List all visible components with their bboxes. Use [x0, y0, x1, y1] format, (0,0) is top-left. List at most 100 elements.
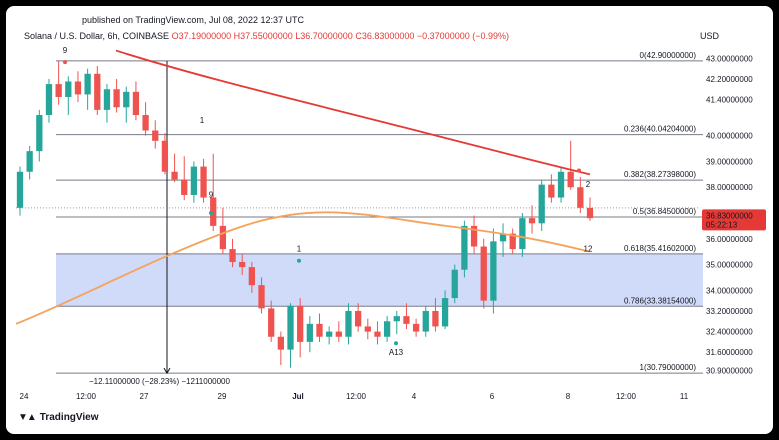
time-axis-label: 11 — [680, 392, 689, 401]
slow-moving-average — [115, 49, 591, 176]
price-axis-label: 39.00000000 — [706, 157, 753, 166]
time-axis-label: 27 — [140, 392, 149, 401]
candle-body — [548, 184, 555, 198]
signal-dot-icon — [209, 211, 213, 215]
candle-body — [248, 267, 256, 286]
candle-body — [480, 246, 487, 301]
candle-body — [316, 323, 323, 337]
candle-body — [557, 171, 565, 198]
candle-body — [490, 241, 497, 301]
time-axis-label: 12:00 — [76, 392, 97, 401]
measure-label: −12.11000000 (−28.23%) −1211000000 — [89, 377, 230, 386]
time-axis-label: 12:00 — [346, 392, 367, 401]
fast-moving-average — [15, 211, 591, 325]
candle-body — [577, 187, 584, 208]
signal-marker-label: 9 — [63, 46, 68, 55]
signal-marker-label: A13 — [389, 348, 404, 357]
candle-body — [103, 89, 111, 110]
published-note: published on TradingView.com, Jul 08, 20… — [82, 15, 304, 25]
candle-body — [364, 326, 371, 332]
candle-body — [258, 285, 265, 309]
candle-body — [142, 115, 149, 131]
symbol-name: Solana / U.S. Dollar, 6h, COINBASE — [24, 31, 170, 41]
candle-body — [94, 73, 101, 110]
candle-body — [200, 166, 207, 198]
candle-body — [326, 331, 333, 337]
fib-zone — [56, 253, 703, 307]
signal-dot-icon — [63, 60, 67, 65]
candle-body — [451, 269, 458, 299]
price-chart[interactable]: 0(42.90000000) 0.236(40.04204000) 0.382(38… — [6, 6, 773, 434]
candle-body — [74, 81, 82, 95]
ohlc-change: −0.37000000 (−0.99%) — [416, 31, 509, 41]
candle-body — [171, 171, 178, 180]
candle-body — [441, 298, 449, 327]
candle-body — [239, 261, 246, 268]
candle-body — [210, 197, 217, 226]
candle-body — [354, 310, 362, 327]
tradingview-logo: ▼▲ TradingView — [18, 412, 99, 423]
candle-body — [219, 225, 227, 250]
fib-label: 0.5(36.84500000) — [633, 207, 697, 216]
signal-dot-icon — [297, 258, 301, 263]
candle-body — [277, 336, 284, 350]
price-axis-label: 30.90000000 — [706, 366, 753, 375]
candle-body — [528, 218, 536, 224]
time-axis-label: 29 — [218, 392, 227, 401]
signal-dot-icon — [577, 168, 581, 173]
candle-body — [509, 233, 516, 250]
signal-dot-icon — [394, 341, 398, 346]
currency-label: USD — [699, 31, 719, 41]
fib-label: 0.618(35.41602000) — [624, 244, 696, 253]
candle-body — [65, 81, 72, 97]
time-axis-label: 12:00 — [616, 392, 637, 401]
time-axis-label: 4 — [412, 392, 417, 401]
candle-body — [55, 84, 62, 97]
price-axis-label: 35.00000000 — [706, 261, 753, 270]
candle-body — [412, 323, 420, 332]
candle-body — [335, 331, 342, 337]
candle-body — [374, 331, 381, 337]
candle-body — [345, 310, 352, 337]
price-axis-label: 41.40000000 — [706, 96, 753, 105]
signal-marker-label: 1 — [297, 245, 302, 254]
fib-label: 0.382(38.27398000) — [624, 170, 696, 179]
candle-body — [461, 225, 468, 270]
candle-body — [152, 130, 159, 141]
candle-body — [287, 305, 294, 350]
symbol-legend[interactable]: Solana / U.S. Dollar, 6h, COINBASE O37.1… — [24, 31, 509, 41]
ohlc-open: O37.19000000 — [171, 31, 232, 41]
chart-window: published on TradingView.com, Jul 08, 20… — [6, 6, 773, 434]
time-axis-label: 8 — [566, 392, 571, 401]
candle-body — [306, 323, 313, 342]
candle-body — [36, 115, 43, 152]
candle-body — [519, 218, 526, 250]
candle-body — [567, 171, 574, 188]
candle-body — [470, 225, 478, 247]
fib-label: 0.236(40.04204000) — [624, 125, 696, 134]
price-axis-label: 34.00000000 — [706, 286, 753, 295]
signal-marker-label: 12 — [584, 245, 593, 254]
price-axis-label: 31.60000000 — [706, 348, 753, 357]
time-axis-label: Jul — [292, 392, 304, 401]
candle-body — [26, 151, 33, 172]
ohlc-low: L36.70000000 — [295, 31, 353, 41]
candle-body — [383, 321, 391, 337]
price-tag — [702, 209, 766, 231]
time-axis-label: 24 — [20, 392, 29, 401]
price-axis-label: 32.40000000 — [706, 328, 753, 337]
candle-body — [229, 249, 236, 262]
signal-marker-label: 2 — [586, 180, 591, 189]
price-axis-label: 42.20000000 — [706, 75, 753, 84]
candle-body — [190, 166, 198, 195]
candle-body — [268, 308, 275, 337]
ohlc-high: H37.55000000 — [233, 31, 293, 41]
price-axis-label: 36.00000000 — [706, 235, 753, 244]
candle-body — [16, 171, 24, 208]
price-axis-label: 33.20000000 — [706, 307, 753, 316]
ohlc-close: C36.83000000 — [355, 31, 415, 41]
candle-body — [297, 305, 304, 342]
candle-body — [84, 73, 91, 95]
price-axis-label: 40.00000000 — [706, 132, 753, 141]
candle-body — [499, 233, 507, 242]
